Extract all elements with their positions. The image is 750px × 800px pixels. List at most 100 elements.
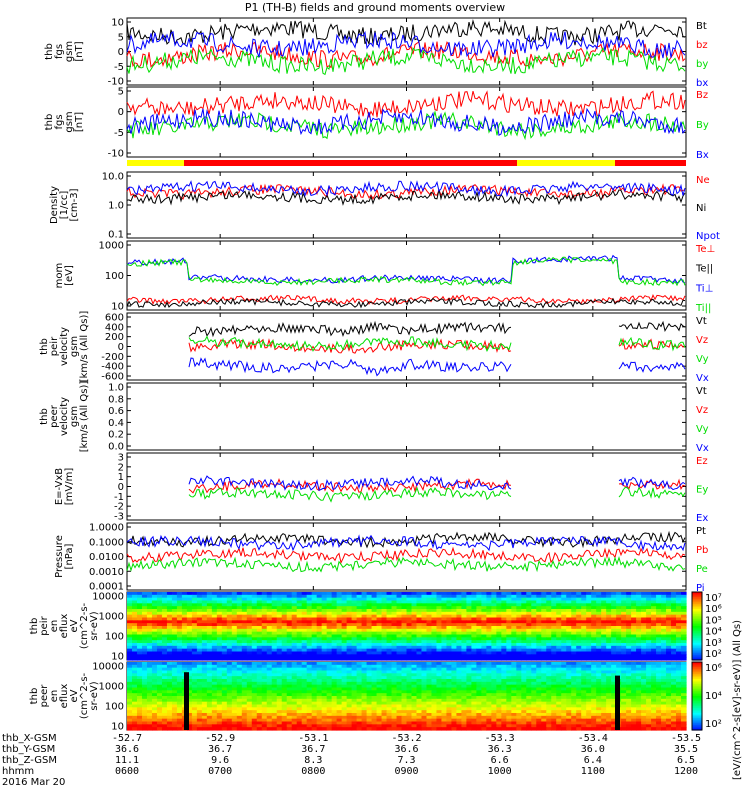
heatmap-cell bbox=[411, 667, 418, 672]
heatmap-cell bbox=[651, 594, 657, 599]
heatmap-cell bbox=[296, 643, 303, 647]
y-tick-label: 0.4 bbox=[108, 418, 124, 429]
heatmap-cell bbox=[591, 667, 597, 672]
heatmap-cell bbox=[331, 614, 338, 619]
heatmap-cell bbox=[636, 634, 642, 638]
heatmap-cell bbox=[216, 673, 223, 677]
heatmap-cell bbox=[436, 651, 443, 655]
heatmap-cell bbox=[401, 670, 408, 674]
heatmap-cell bbox=[131, 696, 138, 700]
heatmap-cell bbox=[596, 603, 602, 607]
heatmap-cell bbox=[251, 701, 258, 706]
heatmap-cell bbox=[431, 667, 438, 672]
heatmap-cell bbox=[326, 606, 333, 610]
heatmap-cell bbox=[376, 648, 383, 653]
heatmap-cell bbox=[391, 597, 398, 602]
heatmap-cell bbox=[551, 634, 557, 638]
heatmap-cell bbox=[436, 594, 443, 599]
heatmap-cell bbox=[206, 626, 213, 630]
heatmap-cell bbox=[376, 662, 383, 666]
heatmap-cell bbox=[591, 600, 597, 604]
heatmap-cell bbox=[611, 667, 617, 672]
heatmap-cell bbox=[131, 623, 138, 627]
heatmap-cell bbox=[676, 614, 682, 619]
heatmap-cell bbox=[251, 614, 258, 619]
heatmap-cell bbox=[571, 651, 577, 655]
heatmap-cell bbox=[526, 704, 532, 708]
heatmap-cell bbox=[621, 617, 627, 621]
heatmap-cell bbox=[571, 667, 577, 672]
heatmap-cell bbox=[281, 679, 288, 683]
heatmap-cell bbox=[201, 701, 208, 706]
heatmap-cell bbox=[656, 609, 662, 613]
heatmap-cell bbox=[331, 679, 338, 683]
heatmap-cell bbox=[176, 637, 183, 641]
heatmap-cell bbox=[566, 701, 572, 706]
heatmap-cell bbox=[151, 654, 158, 658]
heatmap-cell bbox=[271, 693, 278, 697]
heatmap-cell bbox=[551, 667, 557, 672]
heatmap-cell bbox=[651, 681, 657, 686]
heatmap-cell bbox=[286, 651, 293, 655]
heatmap-cell bbox=[566, 611, 572, 616]
heatmap-cell bbox=[176, 634, 183, 638]
heatmap-cell bbox=[516, 704, 522, 708]
heatmap-cell bbox=[346, 654, 353, 658]
heatmap-cell bbox=[476, 592, 482, 596]
heatmap-cell bbox=[316, 654, 323, 658]
heatmap-cell bbox=[531, 698, 537, 703]
heatmap-cell bbox=[281, 684, 288, 689]
heatmap-cell bbox=[451, 603, 458, 607]
heatmap-cell bbox=[211, 620, 218, 624]
heatmap-cell bbox=[611, 628, 617, 633]
heatmap-cell bbox=[236, 651, 243, 655]
heatmap-cell bbox=[631, 600, 637, 604]
heatmap-cell bbox=[176, 651, 183, 655]
heatmap-cell bbox=[626, 654, 632, 658]
heatmap-cell bbox=[601, 637, 607, 641]
heatmap-cell bbox=[136, 657, 143, 661]
heatmap-cell bbox=[486, 645, 492, 650]
heatmap-cell bbox=[276, 603, 283, 607]
heatmap-cell bbox=[506, 606, 512, 610]
series-line-by bbox=[126, 47, 686, 76]
heatmap-cell bbox=[231, 696, 238, 700]
heatmap-cell bbox=[461, 648, 467, 653]
heatmap-cell bbox=[606, 657, 612, 661]
heatmap-cell bbox=[591, 698, 597, 703]
heatmap-cell bbox=[306, 701, 313, 706]
heatmap-cell bbox=[516, 690, 522, 694]
heatmap-cell bbox=[296, 648, 303, 653]
heatmap-cell bbox=[281, 654, 288, 658]
heatmap-cell bbox=[526, 640, 532, 644]
heatmap-cell bbox=[586, 620, 592, 624]
heatmap-cell bbox=[296, 606, 303, 610]
y-tick-label: 10 bbox=[111, 18, 124, 29]
heatmap-cell bbox=[611, 664, 617, 669]
heatmap-cell bbox=[161, 690, 168, 694]
heatmap-cell bbox=[146, 609, 153, 613]
heatmap-cell bbox=[441, 592, 448, 596]
heatmap-cell bbox=[371, 701, 378, 706]
heatmap-cell bbox=[391, 614, 398, 619]
heatmap-cell bbox=[476, 600, 482, 604]
heatmap-cell bbox=[286, 657, 293, 661]
heatmap-cell bbox=[566, 687, 572, 691]
heatmap-cell bbox=[326, 690, 333, 694]
heatmap-cell bbox=[336, 640, 343, 644]
heatmap-cell bbox=[127, 611, 133, 616]
heatmap-cell bbox=[531, 673, 537, 677]
heatmap-cell bbox=[596, 617, 602, 621]
heatmap-cell bbox=[251, 592, 258, 596]
heatmap-cell bbox=[276, 640, 283, 644]
heatmap-cell bbox=[651, 611, 657, 616]
heatmap-cell bbox=[541, 623, 547, 627]
heatmap-cell bbox=[241, 594, 248, 599]
heatmap-cell bbox=[571, 698, 577, 703]
heatmap-cell bbox=[506, 696, 512, 700]
heatmap-cell bbox=[451, 654, 458, 658]
heatmap-cell bbox=[206, 592, 213, 596]
heatmap-cell bbox=[421, 643, 428, 647]
heatmap-cell bbox=[461, 620, 467, 624]
series-line-Pe bbox=[126, 556, 686, 573]
